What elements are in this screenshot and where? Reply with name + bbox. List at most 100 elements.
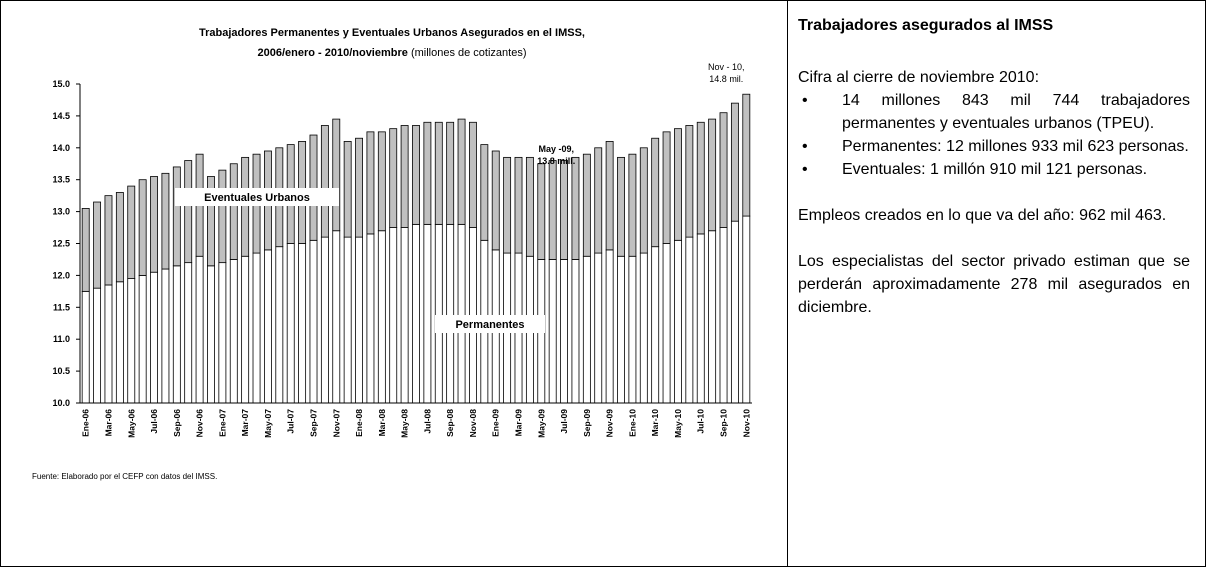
bar-permanentes: [582, 255, 591, 404]
paragraphs: Empleos creados en lo que va del año: 96…: [798, 204, 1190, 342]
bar-eventuales: [696, 121, 705, 235]
bar-eventuales: [674, 128, 682, 241]
x-tick-label: Jul-06: [149, 409, 159, 434]
panel-heading: Trabajadores asegurados al IMSS: [798, 17, 1054, 34]
bar-eventuales: [104, 195, 113, 286]
bar-permanentes: [719, 227, 728, 404]
chart-source: Fuente: Elaborado por el CEFP con datos …: [32, 472, 217, 481]
bar-permanentes: [298, 243, 307, 404]
chart-title-period: 2006/enero - 2010/noviembre: [257, 47, 407, 59]
bar-eventuales: [594, 147, 603, 254]
bar-permanentes: [241, 255, 250, 404]
x-tick-label: Sep-08: [445, 409, 455, 437]
x-tick-label: Mar-07: [240, 409, 250, 437]
bar-eventuales: [93, 201, 102, 289]
annotation: May -09,: [539, 144, 575, 154]
bar-eventuales: [161, 172, 170, 270]
bar-eventuales: [127, 185, 136, 279]
bar-eventuales: [639, 147, 648, 254]
x-tick-label: Sep-07: [308, 409, 318, 437]
bar-eventuales: [525, 156, 534, 257]
bar-eventuales: [138, 179, 147, 276]
bar-permanentes: [81, 290, 90, 404]
y-tick-label: 12.0: [52, 270, 70, 280]
x-tick-label: Nov-07: [331, 409, 341, 438]
bar-eventuales: [730, 102, 739, 222]
x-tick-label: Sep-06: [172, 409, 182, 437]
bar-eventuales: [400, 125, 409, 228]
bar-permanentes: [377, 230, 386, 404]
y-tick-label: 11.0: [53, 334, 70, 344]
cell-divider: [787, 0, 788, 566]
bar-permanentes: [309, 239, 318, 404]
bar-permanentes: [275, 246, 284, 404]
y-tick-label: 13.5: [52, 175, 70, 185]
bar-eventuales: [229, 163, 238, 260]
bar-eventuales: [662, 131, 671, 244]
x-tick-label: May-10: [673, 409, 683, 438]
bullet-list: 14 millones 843 mil 744 trabajadores per…: [798, 89, 1190, 181]
x-tick-label: May-08: [400, 409, 410, 438]
bar-permanentes: [696, 233, 705, 404]
y-tick-label: 14.5: [52, 111, 70, 121]
bar-eventuales: [366, 131, 375, 235]
bar-eventuales: [582, 153, 591, 257]
y-tick-label: 14.0: [52, 143, 70, 153]
series-label: Eventuales Urbanos: [204, 192, 310, 204]
x-tick-label: Mar-06: [103, 409, 113, 437]
x-tick-label: Ene-06: [81, 409, 91, 437]
bar-permanentes: [651, 246, 660, 404]
x-tick-label: Nov-09: [605, 409, 615, 438]
bar-permanentes: [389, 227, 398, 404]
bar-permanentes: [264, 249, 272, 404]
bar-eventuales: [355, 137, 363, 238]
bar-eventuales: [514, 156, 523, 254]
bar-eventuales: [491, 150, 500, 251]
bar-permanentes: [161, 268, 170, 404]
bar-eventuales: [343, 141, 352, 238]
y-tick-label: 11.5: [53, 302, 70, 312]
bar-eventuales: [708, 118, 717, 232]
bar-permanentes: [286, 243, 295, 404]
x-tick-label: Mar-10: [650, 409, 660, 437]
bar-permanentes: [320, 236, 329, 404]
x-tick-label: Sep-09: [582, 409, 592, 437]
bar-eventuales: [207, 176, 215, 267]
bar-permanentes: [628, 255, 637, 404]
bar-eventuales: [150, 176, 158, 273]
x-tick-label: Mar-08: [377, 409, 387, 437]
bar-permanentes: [434, 223, 443, 404]
bar-eventuales: [742, 93, 751, 217]
bar-eventuales: [241, 156, 250, 257]
bar-eventuales: [115, 192, 124, 283]
y-tick-label: 10.0: [52, 398, 70, 408]
bar-eventuales: [172, 166, 181, 267]
bar-eventuales: [434, 121, 443, 225]
bullet-item: 14 millones 843 mil 744 trabajadores per…: [798, 89, 1190, 135]
bar-eventuales: [537, 163, 546, 260]
bar-permanentes: [571, 259, 580, 404]
chart-subtitle: (millones de cotizantes): [411, 47, 527, 59]
bar-eventuales: [320, 125, 329, 238]
bar-permanentes: [115, 281, 124, 404]
series-label-box: [175, 188, 339, 206]
bar-eventuales: [218, 169, 227, 264]
bar-eventuales: [389, 128, 398, 228]
annotation: Nov - 10,: [708, 62, 745, 72]
y-tick-label: 10.5: [52, 366, 70, 376]
x-tick-label: Mar-09: [514, 409, 524, 437]
x-tick-label: May-07: [263, 409, 273, 438]
bar-eventuales: [81, 208, 90, 292]
x-tick-label: Ene-10: [627, 409, 637, 437]
bar-eventuales: [457, 118, 466, 225]
bar-eventuales: [412, 125, 420, 225]
x-tick-label: Jul-07: [286, 409, 296, 434]
bar-permanentes: [184, 262, 193, 404]
bar-eventuales: [685, 125, 694, 238]
chart: Trabajadores Permanentes y Eventuales Ur…: [32, 27, 752, 481]
bar-permanentes: [605, 249, 614, 404]
bar-permanentes: [412, 223, 420, 404]
bar-permanentes: [400, 227, 409, 404]
bar-permanentes: [93, 287, 102, 404]
bar-eventuales: [503, 156, 512, 254]
